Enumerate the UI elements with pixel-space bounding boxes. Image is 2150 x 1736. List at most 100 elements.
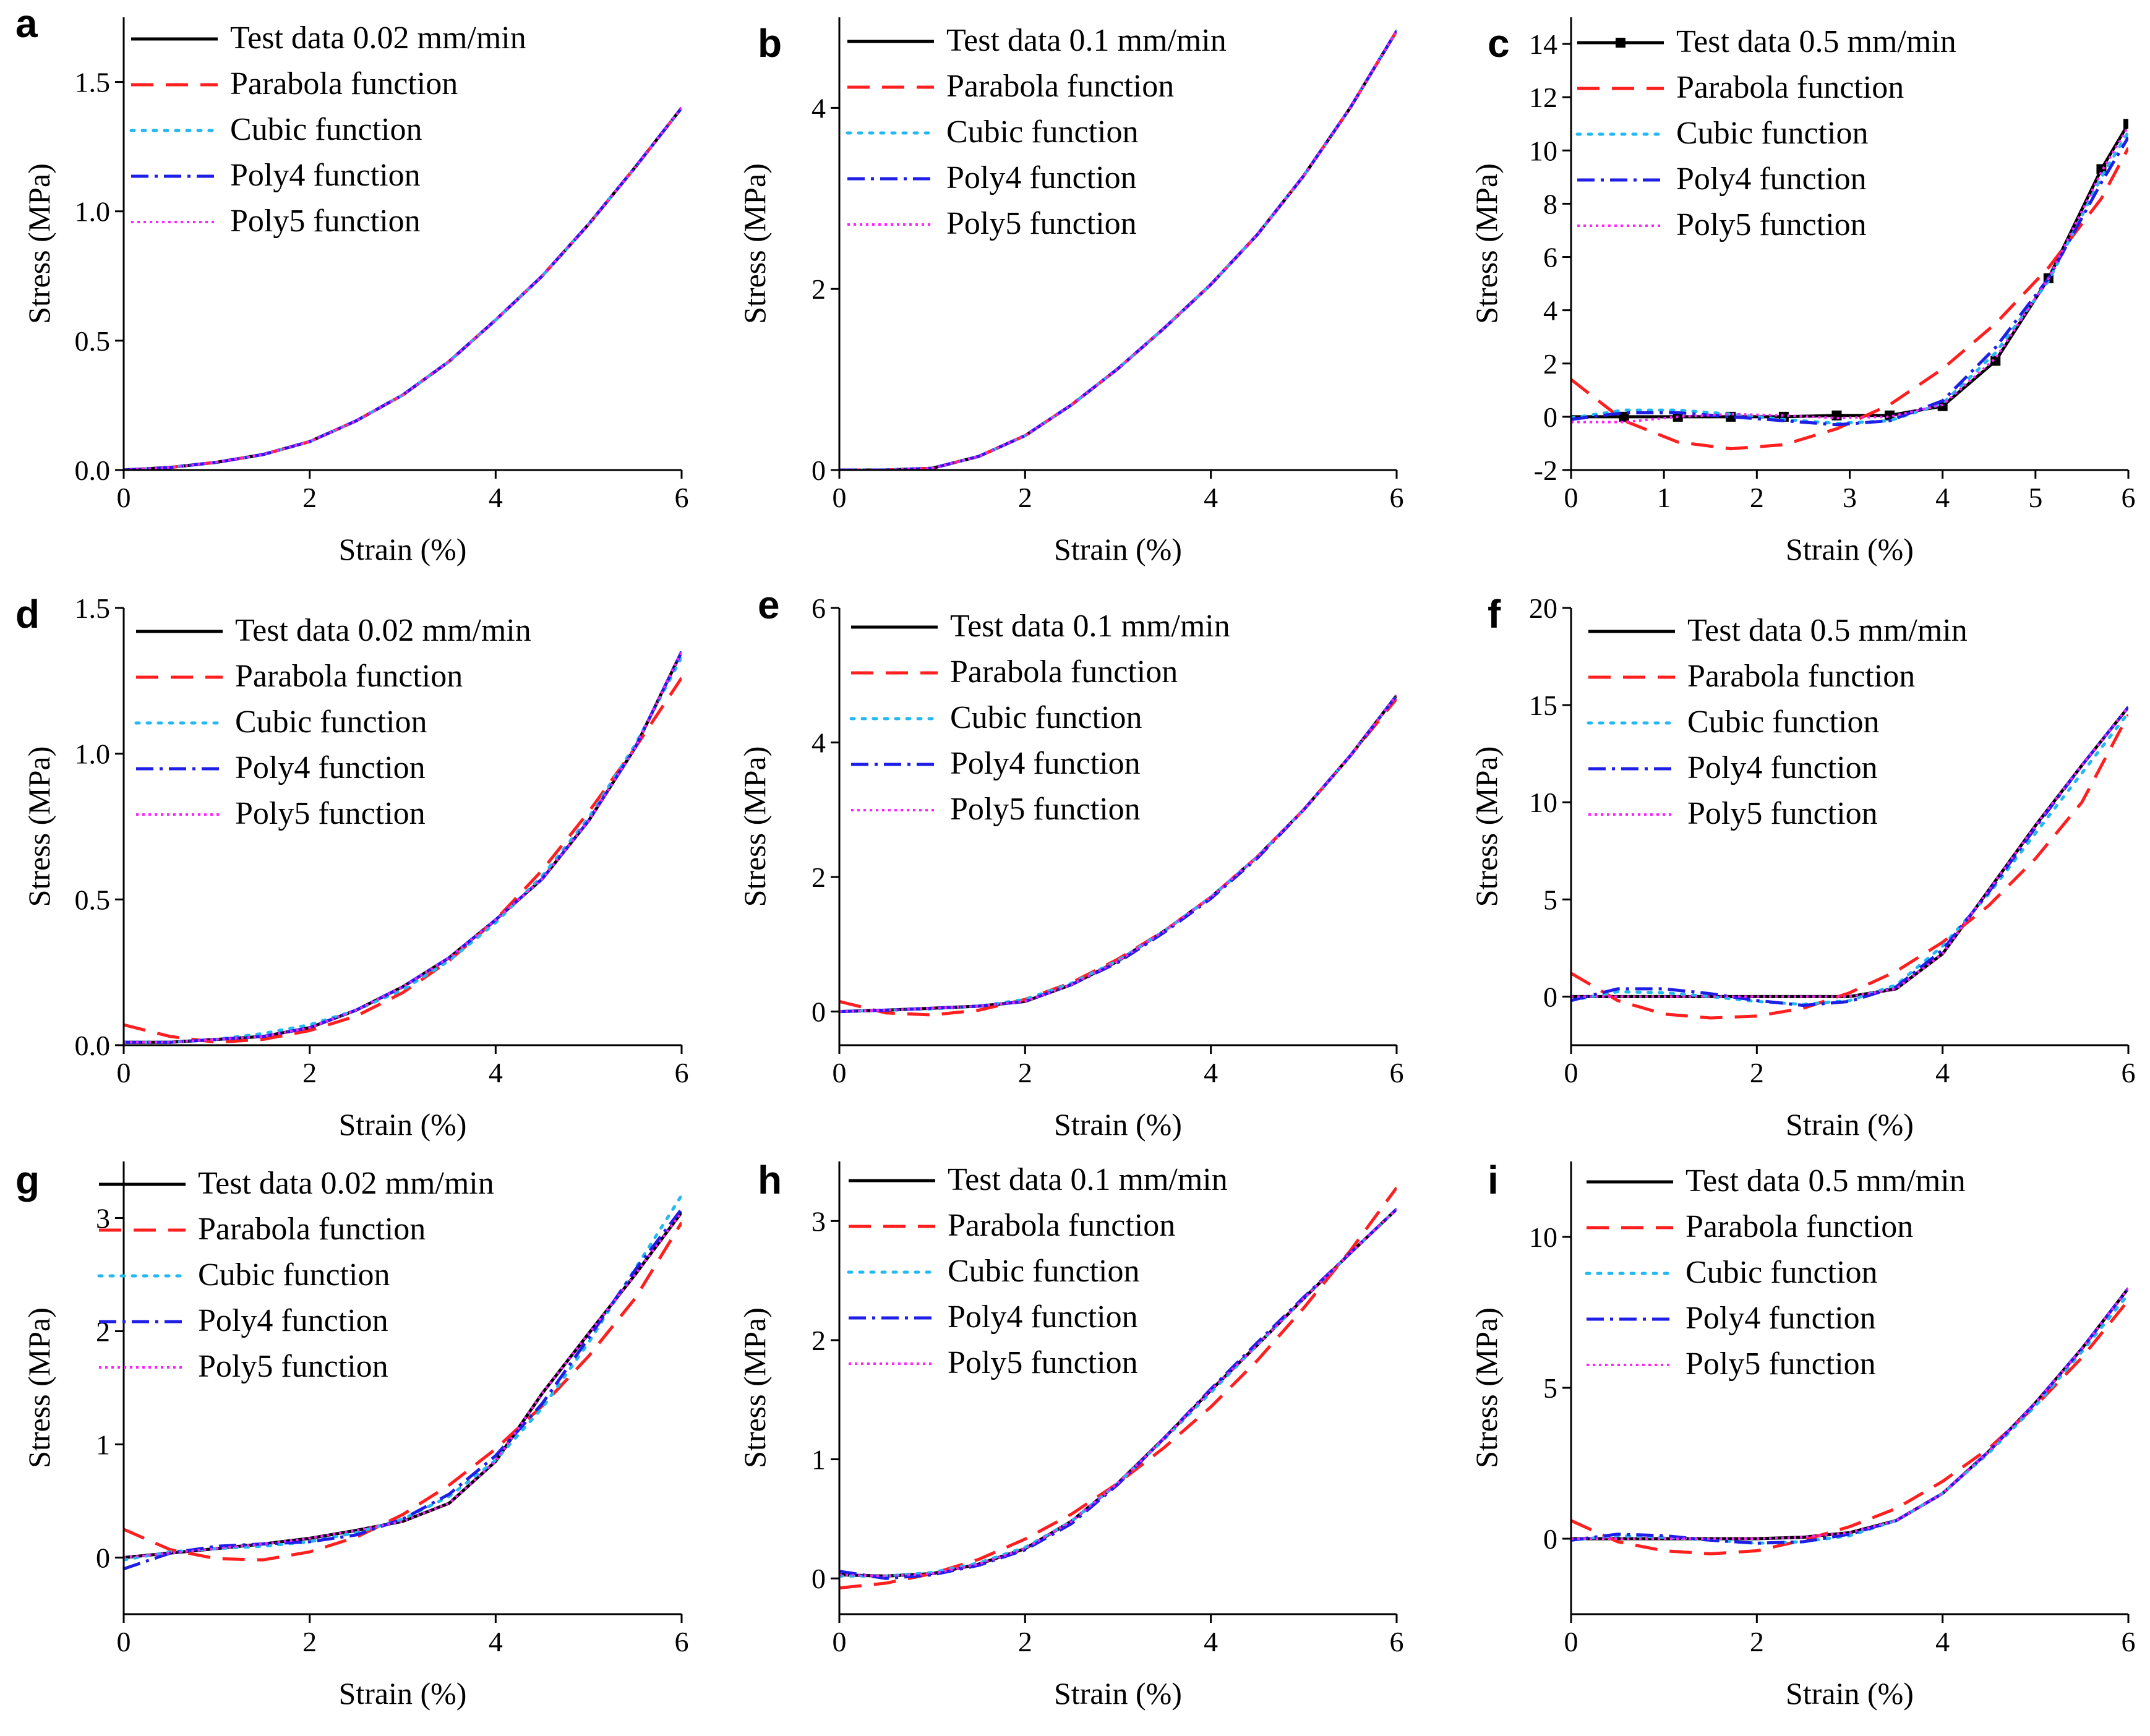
x-tick-label: 2: [1750, 1626, 1764, 1657]
legend-label: Poly5 function: [1687, 796, 1878, 831]
x-tick-label: 0: [1564, 1057, 1578, 1088]
series-line-poly4: [839, 694, 1397, 1014]
panel-a: 0 2 4 6 0.0 0.5 1.0 1.5 Strain (%) Stress (MPa) a T…: [15, 1, 689, 567]
series-lines-h: [839, 1186, 1397, 1590]
panel-h: 0 2 4 6 0 1 2 3 Strain (%) Stress (MPa) h Test data…: [737, 1158, 1404, 1711]
legend-i: Test data 0.5 mm/min Parabola function Cub…: [1585, 1163, 1966, 1382]
x-tick-label: 4: [1935, 1057, 1950, 1088]
y-tick-label: 6: [1543, 242, 1557, 273]
series-line-poly5: [1571, 706, 2128, 998]
legend-label: Poly4 function: [950, 746, 1141, 781]
y-tick-label: 2: [812, 862, 826, 893]
panel-letter: a: [15, 1, 38, 46]
y-tick-label: 12: [1529, 82, 1557, 113]
legend-label: Cubic function: [1676, 116, 1869, 151]
legend-label: Cubic function: [946, 114, 1139, 150]
y-axis-title: Stress (MPa): [1469, 746, 1504, 907]
series-lines-i: [1571, 1287, 2128, 1555]
x-axis-title: Strain (%): [1054, 1107, 1182, 1142]
series-line-cubic: [1571, 711, 2128, 1006]
legend-label: Parabola function: [230, 66, 458, 101]
y-tick-label: 5: [1543, 884, 1557, 915]
y-tick-label: 0.5: [75, 884, 111, 915]
y-tick-label: 20: [1529, 592, 1557, 624]
y-axis-title: Stress (MPa): [737, 746, 772, 907]
x-axis-title: Strain (%): [1786, 532, 1914, 567]
test-data-marker: [2123, 119, 2128, 129]
legend-label: Parabola function: [946, 69, 1174, 104]
series-line-poly5: [124, 651, 682, 1044]
x-tick-label: 2: [302, 1626, 317, 1657]
y-tick-label: 10: [1529, 787, 1557, 818]
y-axis-title: Stress (MPa): [1469, 1307, 1504, 1468]
panel-letter: c: [1488, 21, 1510, 66]
series-line-poly5: [839, 30, 1397, 470]
legend-label: Poly4 function: [948, 1299, 1138, 1335]
series-line-cubic: [1571, 1293, 2128, 1545]
x-tick-label: 1: [1657, 482, 1671, 513]
series-lines-c: [1571, 119, 2128, 451]
panel-e: 0 2 4 6 0 2 4 6 Strain (%) Stress (MPa) e Test data…: [737, 583, 1404, 1142]
y-tick-label: 0: [1543, 1523, 1557, 1555]
series-line-parabola: [124, 1221, 682, 1562]
y-tick-label: 1.5: [75, 67, 111, 98]
x-tick-label: 2: [1750, 1057, 1764, 1088]
x-tick-label: 6: [675, 482, 689, 513]
test-data-marker: [1990, 356, 2001, 366]
y-tick-label: 5: [1543, 1372, 1557, 1404]
legend-g: Test data 0.02 mm/min Parabola function Cu…: [97, 1166, 494, 1384]
legend-label: Test data 0.5 mm/min: [1685, 1163, 1966, 1199]
y-tick-label: 1.5: [75, 592, 111, 624]
legend-label: Poly4 function: [946, 160, 1137, 195]
legend-label: Test data 0.5 mm/min: [1687, 613, 1968, 648]
legend-label: Poly4 function: [1687, 750, 1878, 785]
x-tick-label: 6: [1390, 482, 1404, 513]
x-tick-label: 4: [1935, 1626, 1950, 1657]
legend-label: Cubic function: [948, 1254, 1140, 1289]
y-tick-label: 0: [1543, 981, 1557, 1012]
y-axis-title: Stress (MPa): [737, 163, 772, 324]
series-lines-a: [124, 106, 682, 470]
panel-letter: h: [758, 1158, 782, 1202]
y-tick-label: 4: [1543, 295, 1557, 327]
x-tick-label: 6: [675, 1057, 689, 1088]
x-tick-label: 4: [1204, 482, 1218, 513]
y-tick-label: 1: [812, 1444, 826, 1476]
series-line-parabola: [124, 677, 682, 1044]
y-tick-label: 1.0: [75, 738, 111, 770]
y-tick-label: 0.0: [75, 455, 111, 486]
x-tick-label: 6: [2122, 1626, 2136, 1657]
x-tick-label: 5: [2028, 482, 2042, 513]
x-tick-label: 2: [1018, 1057, 1032, 1088]
series-line-parabola: [839, 1186, 1397, 1590]
legend-d: Test data 0.02 mm/min Parabola function Cu…: [134, 613, 531, 831]
panel-letter: d: [15, 592, 40, 636]
x-tick-label: 2: [1018, 482, 1032, 513]
y-tick-label: -2: [1534, 455, 1557, 486]
y-axis-title: Stress (MPa): [22, 1307, 56, 1468]
panel-letter: f: [1488, 592, 1501, 636]
x-axis-title: Strain (%): [339, 1107, 467, 1142]
x-tick-label: 0: [833, 1057, 847, 1088]
y-axis-title: Stress (MPa): [22, 746, 56, 907]
series-line-parabola: [1571, 1299, 2128, 1555]
y-tick-label: 6: [812, 592, 826, 624]
legend-label: Test data 0.02 mm/min: [230, 20, 526, 56]
legend-label: Poly5 function: [950, 792, 1141, 827]
y-tick-label: 2: [96, 1316, 110, 1348]
panel-d: 0 2 4 6 0.0 0.5 1.0 1.5 Strain (%) Stress (MPa) d T…: [15, 592, 689, 1142]
legend-label: Parabola function: [948, 1208, 1175, 1243]
panel-b: 0 2 4 6 0 2 4 Strain (%) Stress (MPa) b Test data …: [737, 17, 1404, 567]
legend-label: Poly4 function: [198, 1303, 388, 1338]
y-tick-label: 1: [96, 1429, 110, 1461]
series-line-cubic: [124, 1194, 682, 1562]
y-tick-label: 0: [1543, 401, 1557, 433]
y-axis-title: Stress (MPa): [737, 1307, 772, 1468]
x-tick-label: 6: [1390, 1057, 1404, 1088]
y-tick-label: 4: [812, 92, 826, 124]
legend-label: Parabola function: [1687, 659, 1915, 694]
series-line-poly5: [839, 1208, 1397, 1578]
legend-label: Cubic function: [950, 700, 1142, 735]
legend-a: Test data 0.02 mm/min Parabola function Cu…: [129, 20, 526, 239]
